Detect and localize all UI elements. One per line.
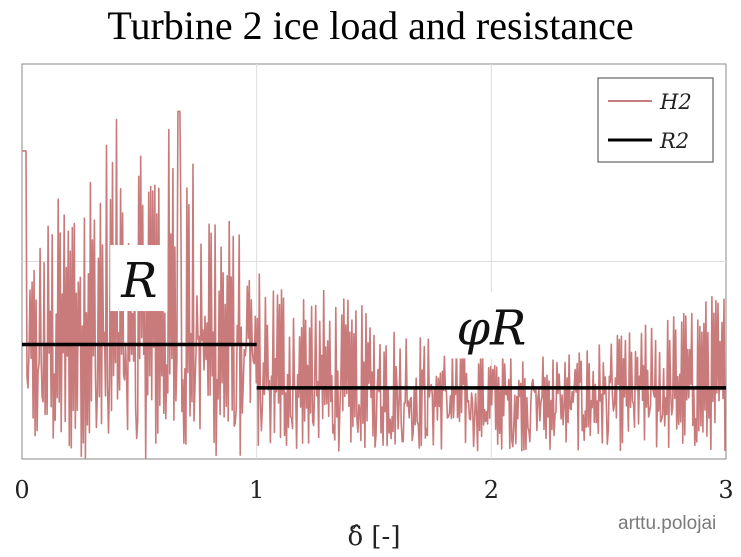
x-tick-label: 2 [484, 476, 499, 504]
x-tick-label: 1 [249, 476, 264, 504]
x-ticks: 0 1 2 3 [14, 476, 733, 504]
annotation-phir-text: φR [456, 300, 526, 356]
x-axis-label: δ̂ [-] [348, 522, 401, 552]
annotation-r-box [110, 245, 168, 312]
x-tick-label: 0 [14, 476, 29, 504]
annotation-phir-box [446, 292, 537, 359]
legend-h2-label: H2 [659, 90, 692, 114]
watermark: arttu.polojai [618, 513, 716, 534]
r2-series [22, 342, 726, 390]
annotation-r-text: R [120, 253, 157, 309]
chart-title: Turbine 2 ice load and resistance [107, 3, 634, 48]
legend: H2 R2 [597, 77, 714, 163]
legend-box [597, 77, 714, 163]
legend-r2-label: R2 [659, 129, 689, 153]
annotation-r: R [110, 245, 168, 312]
annotation-phir: φR [446, 292, 537, 359]
x-tick-label: 3 [718, 476, 733, 504]
